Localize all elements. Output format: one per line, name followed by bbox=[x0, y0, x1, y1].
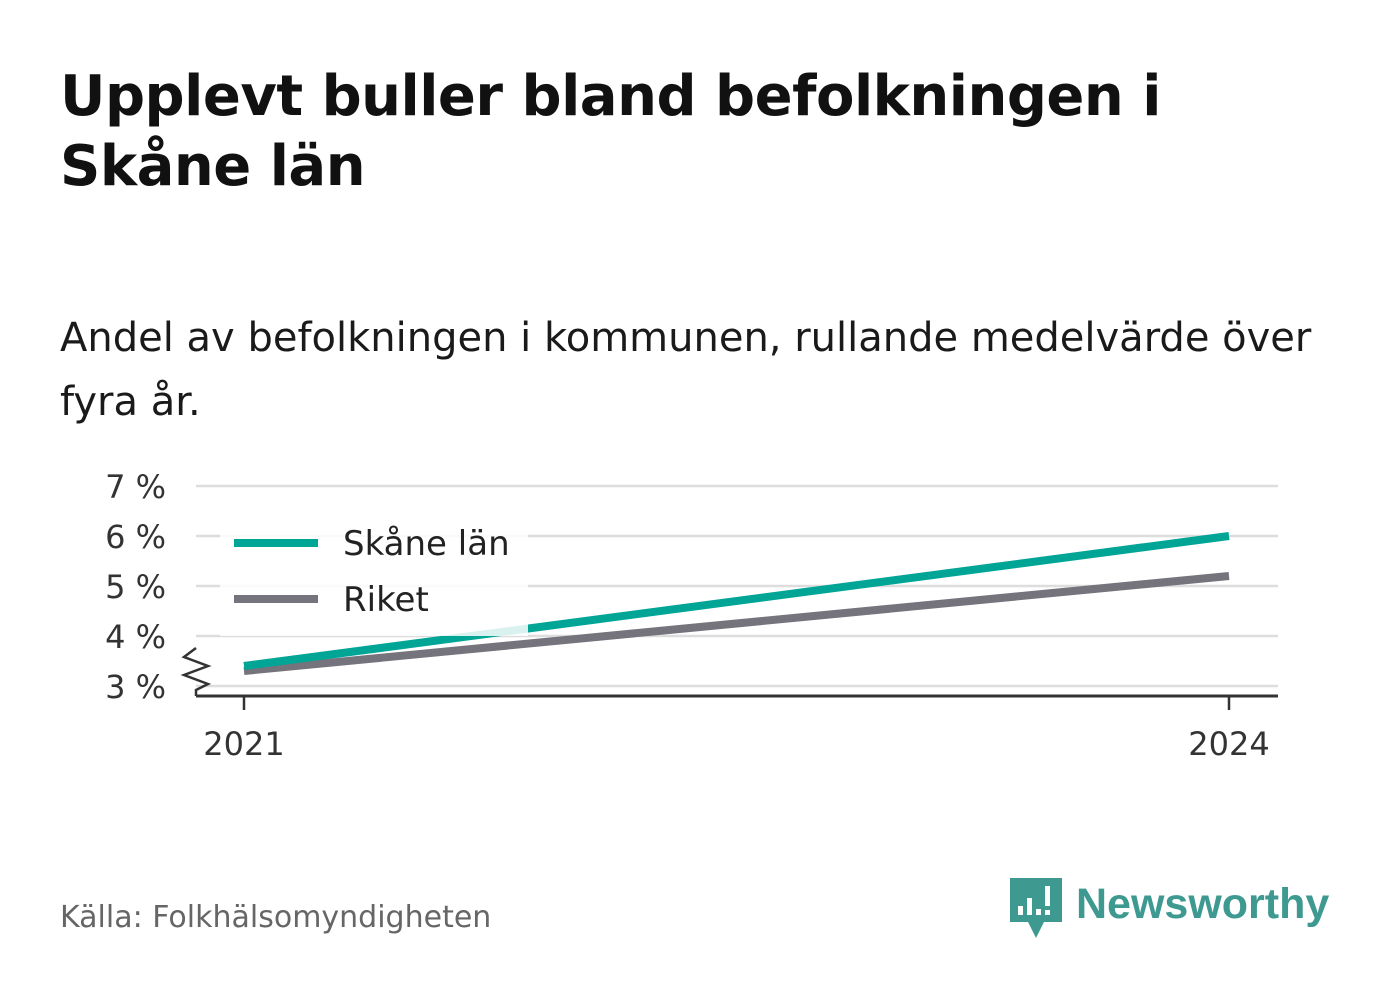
y-tick-label: 4 % bbox=[105, 618, 166, 656]
legend-label: Riket bbox=[343, 580, 429, 620]
x-tick-label: 2021 bbox=[203, 725, 284, 763]
legend-background bbox=[220, 512, 528, 636]
y-tick-label: 5 % bbox=[105, 568, 166, 606]
series-lines bbox=[243, 532, 1230, 675]
y-tick-label: 7 % bbox=[105, 468, 166, 506]
brand-name: Newsworthy bbox=[1076, 879, 1330, 928]
axes: 3 % 4 % 5 % 6 % 7 % 2021 2024 bbox=[105, 468, 1278, 763]
legend: Skåne län Riket bbox=[220, 512, 528, 636]
y-tick-label: 3 % bbox=[105, 668, 166, 706]
chart-title: Upplevt buller bland befolkningen i Skån… bbox=[60, 64, 1161, 199]
axis-break-icon bbox=[180, 647, 212, 696]
bar-chart-speech-bubble-icon bbox=[1010, 878, 1062, 938]
brand-logo: Newsworthy bbox=[1010, 878, 1329, 940]
x-tick-label: 2024 bbox=[1188, 725, 1269, 763]
legend-label: Skåne län bbox=[343, 524, 510, 564]
source-note: Källa: Folkhälsomyndigheten bbox=[60, 900, 492, 935]
chart-subtitle: Andel av befolkningen i kommunen, rullan… bbox=[60, 315, 1312, 425]
series-line bbox=[243, 572, 1230, 675]
series-line bbox=[243, 532, 1230, 670]
y-tick-label: 6 % bbox=[105, 518, 166, 556]
